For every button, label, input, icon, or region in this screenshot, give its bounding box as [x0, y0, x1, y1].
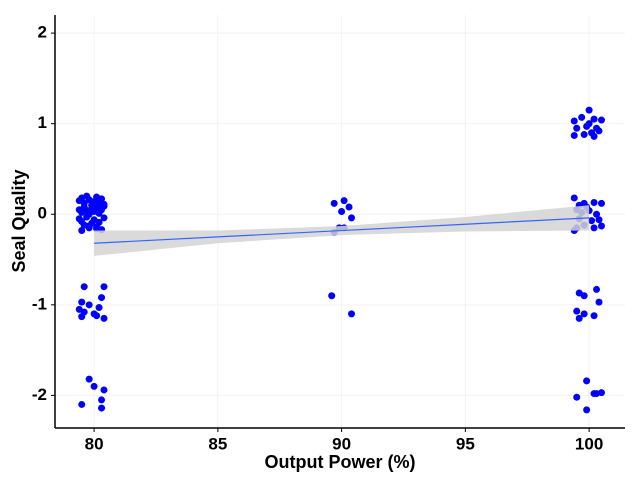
point — [573, 124, 581, 132]
point — [573, 307, 581, 315]
y-tick-label: 0 — [38, 204, 47, 223]
point — [348, 214, 356, 222]
point — [570, 131, 578, 139]
point — [595, 127, 603, 135]
point — [100, 314, 108, 322]
point — [583, 406, 591, 414]
point — [100, 386, 108, 394]
point — [590, 224, 598, 232]
point — [340, 197, 348, 205]
y-axis-label: Seal Quality — [9, 169, 29, 272]
point — [593, 210, 601, 218]
point — [80, 283, 88, 291]
point — [573, 393, 581, 401]
point — [580, 131, 588, 139]
point — [590, 312, 598, 320]
point — [85, 301, 93, 309]
point — [100, 214, 108, 222]
point — [100, 283, 108, 291]
point — [98, 396, 106, 404]
point — [95, 218, 103, 226]
point — [595, 216, 603, 224]
point — [78, 400, 86, 408]
point — [348, 310, 356, 318]
point — [590, 115, 598, 123]
x-tick-label: 95 — [456, 434, 475, 453]
point — [588, 217, 596, 225]
point — [570, 117, 578, 125]
point — [93, 225, 101, 233]
point — [570, 194, 578, 202]
point — [597, 222, 605, 230]
x-tick-label: 90 — [332, 434, 351, 453]
y-tick-label: 2 — [38, 23, 47, 42]
point — [590, 132, 598, 140]
point — [98, 195, 106, 203]
point — [95, 304, 103, 312]
point — [597, 199, 605, 207]
y-tick-label: -1 — [32, 294, 47, 313]
point — [100, 202, 108, 210]
point — [78, 313, 86, 321]
x-tick-label: 100 — [575, 434, 603, 453]
point — [585, 106, 593, 114]
x-axis-label: Output Power (%) — [265, 452, 416, 472]
point — [597, 116, 605, 124]
x-tick-label: 85 — [208, 434, 227, 453]
point — [85, 375, 93, 383]
point — [98, 294, 106, 302]
point — [90, 382, 98, 390]
point — [98, 404, 106, 412]
point — [338, 208, 346, 216]
point — [595, 298, 603, 306]
fit-line — [94, 217, 590, 244]
point — [578, 113, 586, 121]
y-tick-label: 1 — [38, 113, 47, 132]
point — [78, 227, 86, 235]
point — [593, 390, 601, 398]
point — [585, 120, 593, 128]
point — [580, 292, 588, 300]
y-tick-label: -2 — [32, 385, 47, 404]
point — [590, 198, 598, 206]
point — [583, 377, 591, 385]
point — [85, 222, 93, 230]
point — [580, 310, 588, 318]
point — [593, 285, 601, 293]
point — [93, 312, 101, 320]
point — [328, 292, 336, 300]
point — [330, 199, 338, 207]
point — [83, 213, 91, 221]
point — [345, 203, 353, 211]
x-tick-label: 80 — [85, 434, 104, 453]
point — [575, 314, 583, 322]
point — [78, 298, 86, 306]
